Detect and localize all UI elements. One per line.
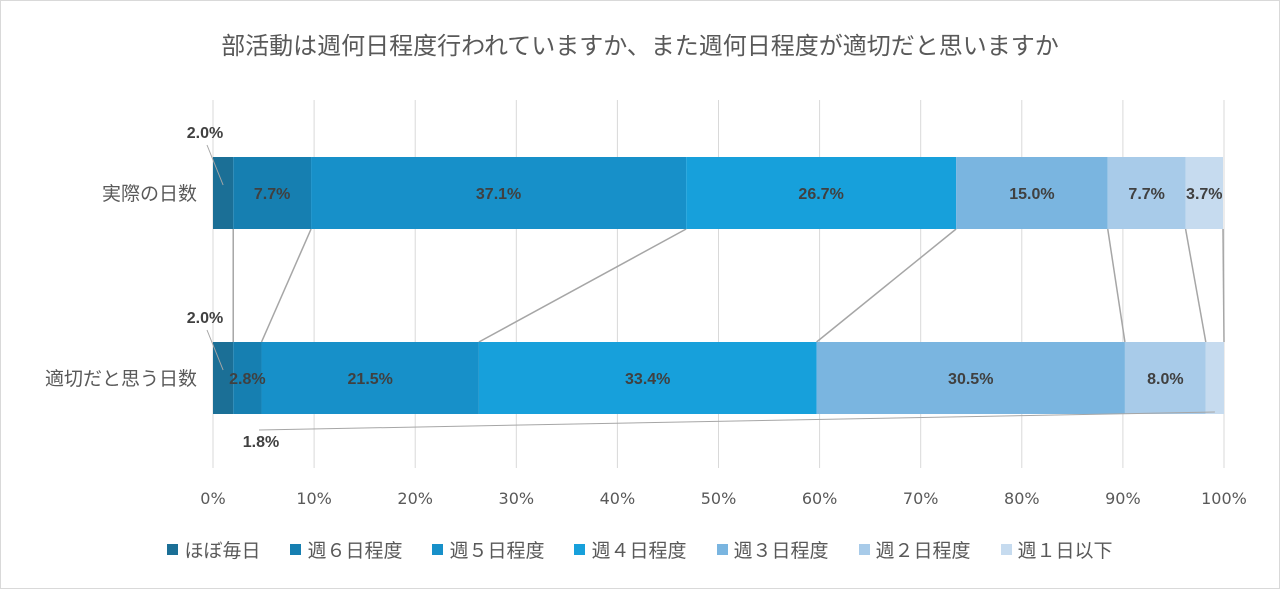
legend-item: 週６日程度 (290, 536, 402, 563)
series-line (816, 228, 957, 343)
category-label: 適切だと思う日数 (45, 368, 197, 390)
chart-legend: ほぼ毎日 週６日程度 週５日程度 週４日程度 週３日程度 週２日程度 週１日以下 (0, 536, 1280, 563)
bar-segment (233, 157, 312, 229)
legend-swatch (167, 544, 179, 555)
leader-line (206, 329, 224, 371)
legend-label: 週６日程度 (307, 540, 403, 562)
bar-segment (213, 342, 234, 414)
bar-segment (1205, 342, 1224, 414)
data-label: 3.7% (1186, 186, 1222, 203)
legend-swatch (574, 544, 586, 555)
data-label: 21.5% (348, 371, 393, 388)
bar-segment (816, 342, 1125, 414)
legend-label: 週１日以下 (1017, 540, 1113, 562)
series-line (1184, 228, 1207, 343)
legend-item: 週１日以下 (1000, 536, 1113, 563)
legend-item: 週４日程度 (574, 536, 687, 563)
legend-label: 週２日程度 (875, 540, 971, 562)
x-tick-label: 30% (499, 489, 535, 508)
data-label: 7.7% (254, 186, 290, 203)
legend-item: 週５日程度 (432, 536, 544, 563)
bar-segment (213, 157, 234, 229)
legend-label: 週３日程度 (733, 540, 829, 562)
chart-title: 部活動は週何日程度行われていますか、また週何日程度が適切だと思いますか (221, 32, 1059, 60)
x-tick-label: 100% (1201, 489, 1247, 508)
legend-swatch (1000, 544, 1012, 555)
data-label: 2.0% (187, 310, 223, 327)
bar-segment (478, 342, 817, 414)
bar-segment (1107, 157, 1186, 229)
leader-line (258, 411, 1215, 431)
series-line (478, 228, 687, 343)
data-label: 1.8% (243, 434, 279, 451)
x-tick-label: 60% (802, 489, 838, 508)
bar-segment (1124, 342, 1206, 414)
x-tick-label: 10% (296, 489, 332, 508)
bar-segment (686, 157, 957, 229)
series-line (1222, 228, 1225, 343)
data-label: 2.8% (229, 371, 265, 388)
x-tick-label: 0% (200, 489, 225, 508)
legend-item: ほぼ毎日 (167, 536, 260, 563)
leader-line (206, 144, 224, 186)
data-label: 37.1% (476, 186, 521, 203)
x-tick-label: 50% (701, 489, 737, 508)
x-tick-label: 40% (600, 489, 636, 508)
data-label: 2.0% (187, 125, 223, 142)
series-line (260, 228, 312, 343)
legend-label: ほぼ毎日 (184, 540, 261, 562)
data-label: 8.0% (1147, 371, 1183, 388)
bar-segment (956, 157, 1108, 229)
category-label: 実際の日数 (102, 183, 197, 205)
bar-segment (233, 342, 262, 414)
bar-segment (1185, 157, 1223, 229)
data-label: 30.5% (948, 371, 993, 388)
data-label: 26.7% (798, 186, 843, 203)
legend-label: 週５日程度 (449, 540, 545, 562)
series-line (1106, 228, 1126, 343)
bar-segment (311, 157, 687, 229)
data-label: 15.0% (1009, 186, 1054, 203)
x-tick-label: 80% (1004, 489, 1040, 508)
x-tick-label: 90% (1105, 489, 1141, 508)
legend-swatch (716, 544, 728, 555)
legend-swatch (432, 544, 444, 555)
legend-item: 週２日程度 (858, 536, 971, 563)
legend-swatch (290, 544, 302, 555)
x-tick-label: 70% (903, 489, 939, 508)
legend-label: 週４日程度 (591, 540, 687, 562)
data-label: 33.4% (625, 371, 670, 388)
legend-item: 週３日程度 (716, 536, 829, 563)
data-label: 7.7% (1128, 186, 1164, 203)
legend-swatch (858, 544, 870, 555)
bar-segment (261, 342, 479, 414)
x-tick-label: 20% (397, 489, 433, 508)
